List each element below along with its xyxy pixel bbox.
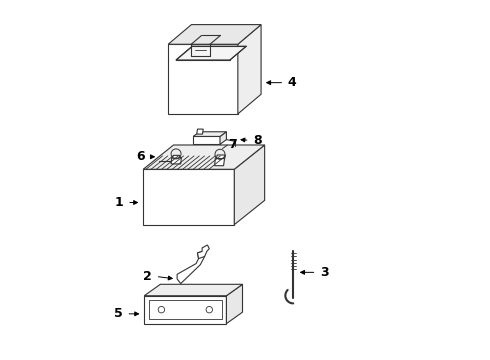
Polygon shape [220,132,226,144]
Polygon shape [168,24,261,44]
Polygon shape [143,145,265,169]
Polygon shape [193,132,226,136]
Polygon shape [226,284,243,324]
Polygon shape [176,46,246,60]
Polygon shape [197,129,203,134]
Text: 3: 3 [320,266,329,279]
Text: 5: 5 [114,307,123,320]
Polygon shape [168,44,238,114]
Text: 6: 6 [136,150,145,163]
Polygon shape [215,158,224,166]
Text: 2: 2 [144,270,152,283]
Polygon shape [144,296,226,324]
Polygon shape [144,284,243,296]
Polygon shape [172,156,180,158]
Polygon shape [193,136,220,144]
Text: 1: 1 [115,196,123,209]
Text: 7: 7 [228,139,237,152]
Polygon shape [238,24,261,114]
Polygon shape [143,169,234,225]
Polygon shape [171,157,181,164]
Polygon shape [234,145,265,225]
Polygon shape [217,155,225,158]
Polygon shape [197,245,209,258]
Text: 8: 8 [253,134,262,147]
Polygon shape [177,251,205,284]
Text: 4: 4 [288,76,296,89]
